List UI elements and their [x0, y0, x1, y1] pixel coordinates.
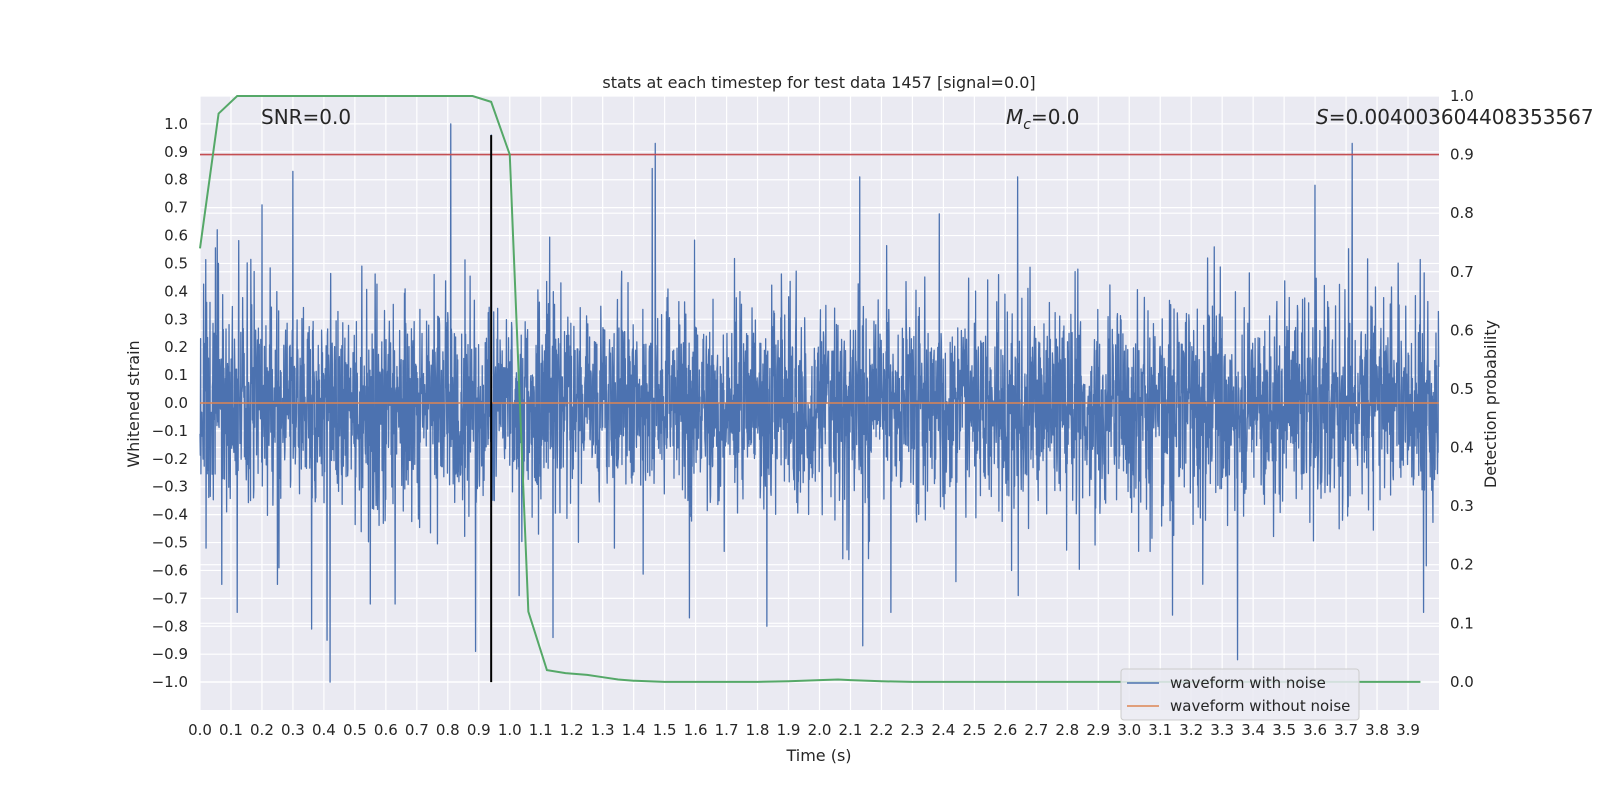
chirp-mass-value: =0.0 — [1031, 105, 1080, 129]
y2-tick-label: 0.3 — [1450, 497, 1474, 515]
x-tick-label: 3.0 — [1117, 721, 1141, 739]
x-tick-label: 1.9 — [777, 721, 801, 739]
x-tick-label: 3.7 — [1334, 721, 1358, 739]
x-tick-label: 0.8 — [436, 721, 460, 739]
x-tick-label: 1.7 — [715, 721, 739, 739]
y-tick-label: 0.7 — [164, 199, 188, 217]
chirp-mass-subscript: c — [1023, 117, 1031, 133]
x-tick-label: 0.6 — [374, 721, 398, 739]
s-annotation: S=0.004003604408353567 — [1316, 105, 1594, 129]
x-tick-label: 1.0 — [498, 721, 522, 739]
x-tick-label: 3.9 — [1396, 721, 1420, 739]
y-tick-label: 0.8 — [164, 171, 188, 189]
y2-tick-label: 0.6 — [1450, 321, 1474, 339]
y-tick-label: 0.5 — [164, 254, 188, 272]
x-tick-label: 3.4 — [1241, 721, 1265, 739]
y2-tick-label: 0.2 — [1450, 556, 1474, 574]
legend-label-clean: waveform without noise — [1170, 697, 1350, 715]
x-tick-label: 2.4 — [931, 721, 955, 739]
chart-title: stats at each timestep for test data 145… — [602, 73, 1035, 92]
y-axis-ticks: 1.0 0.9 0.8 0.7 0.6 0.5 0.4 0.3 0.2 0.1 0.0 −0.1 −0.… — [152, 115, 188, 691]
x-tick-label: 1.3 — [591, 721, 615, 739]
x-tick-label: 2.0 — [808, 721, 832, 739]
y2-axis-label: Detection probability — [1481, 320, 1500, 488]
y-tick-label: 0.0 — [164, 394, 188, 412]
y-tick-label: 0.2 — [164, 338, 188, 356]
y-axis-label: Whitened strain — [124, 340, 143, 467]
y2-tick-label: 0.0 — [1450, 673, 1474, 691]
y-tick-label: −0.9 — [152, 645, 188, 663]
y-tick-label: 0.4 — [164, 282, 188, 300]
x-tick-label: 1.1 — [529, 721, 553, 739]
x-tick-label: 1.6 — [684, 721, 708, 739]
y2-tick-label: 0.9 — [1450, 146, 1474, 164]
y-tick-label: −0.1 — [152, 422, 188, 440]
legend-box — [1120, 668, 1360, 721]
x-tick-label: 3.6 — [1303, 721, 1327, 739]
y-tick-label: −1.0 — [152, 673, 188, 691]
y2-axis-ticks: 0.0 0.1 0.2 0.3 0.4 0.5 0.6 0.7 0.8 0.9 1.0 — [1450, 87, 1474, 691]
s-value: =0.004003604408353567 — [1329, 105, 1594, 129]
chirp-mass-annotation: Mc=0.0 — [1006, 105, 1080, 133]
x-tick-label: 0.0 — [188, 721, 212, 739]
y-tick-label: 0.1 — [164, 366, 188, 384]
x-tick-label: 2.7 — [1024, 721, 1048, 739]
y2-tick-label: 0.4 — [1450, 439, 1474, 457]
legend-label-noise: waveform with noise — [1170, 674, 1326, 692]
x-tick-label: 0.9 — [467, 721, 491, 739]
y-tick-label: −0.3 — [152, 478, 188, 496]
snr-annotation: SNR=0.0 — [261, 105, 351, 129]
y2-tick-label: 1.0 — [1450, 87, 1474, 105]
y-tick-label: 1.0 — [164, 115, 188, 133]
y-tick-label: −0.7 — [152, 589, 188, 607]
x-tick-label: 0.7 — [405, 721, 429, 739]
chirp-mass-symbol: M — [1006, 105, 1023, 129]
x-axis-ticks: 0.0 0.1 0.2 0.3 0.4 0.5 0.6 0.7 0.8 0.9 1.0 1.1 1.2 1… — [188, 721, 1420, 739]
y-tick-label: −0.8 — [152, 617, 188, 635]
series-waveform-with-noise — [199, 123, 1440, 683]
x-tick-label: 0.5 — [343, 721, 367, 739]
x-tick-label: 2.5 — [962, 721, 986, 739]
x-tick-label: 1.5 — [653, 721, 677, 739]
y-tick-label: −0.6 — [152, 561, 188, 579]
x-tick-label: 3.3 — [1210, 721, 1234, 739]
x-tick-label: 3.1 — [1148, 721, 1172, 739]
y-tick-label: 0.9 — [164, 143, 188, 161]
x-tick-label: 2.3 — [900, 721, 924, 739]
x-tick-label: 1.4 — [622, 721, 646, 739]
x-tick-label: 2.8 — [1055, 721, 1079, 739]
x-tick-label: 0.4 — [312, 721, 336, 739]
x-tick-label: 2.6 — [993, 721, 1017, 739]
x-tick-label: 2.2 — [870, 721, 894, 739]
noise-trace — [199, 123, 1440, 683]
x-tick-label: 3.8 — [1365, 721, 1389, 739]
x-tick-label: 2.1 — [839, 721, 863, 739]
y-tick-label: −0.2 — [152, 450, 188, 468]
y-tick-label: −0.5 — [152, 534, 188, 552]
y-tick-label: −0.4 — [152, 506, 188, 524]
series-detection-probability — [199, 95, 1421, 683]
y2-tick-label: 0.5 — [1450, 380, 1474, 398]
y2-tick-label: 0.7 — [1450, 263, 1474, 281]
x-tick-label: 0.1 — [219, 721, 243, 739]
x-tick-label: 2.9 — [1086, 721, 1110, 739]
x-tick-label: 0.2 — [250, 721, 274, 739]
y-tick-label: 0.3 — [164, 310, 188, 328]
x-tick-label: 3.2 — [1179, 721, 1203, 739]
s-symbol: S — [1316, 105, 1329, 129]
x-tick-label: 3.5 — [1272, 721, 1296, 739]
y2-tick-label: 0.8 — [1450, 204, 1474, 222]
x-tick-label: 1.2 — [560, 721, 584, 739]
y2-tick-label: 0.1 — [1450, 614, 1474, 632]
x-tick-label: 1.8 — [746, 721, 770, 739]
y-tick-label: 0.6 — [164, 227, 188, 245]
legend: waveform with noise waveform without noi… — [1120, 668, 1360, 721]
x-tick-label: 0.3 — [281, 721, 305, 739]
x-axis-label: Time (s) — [785, 746, 851, 765]
